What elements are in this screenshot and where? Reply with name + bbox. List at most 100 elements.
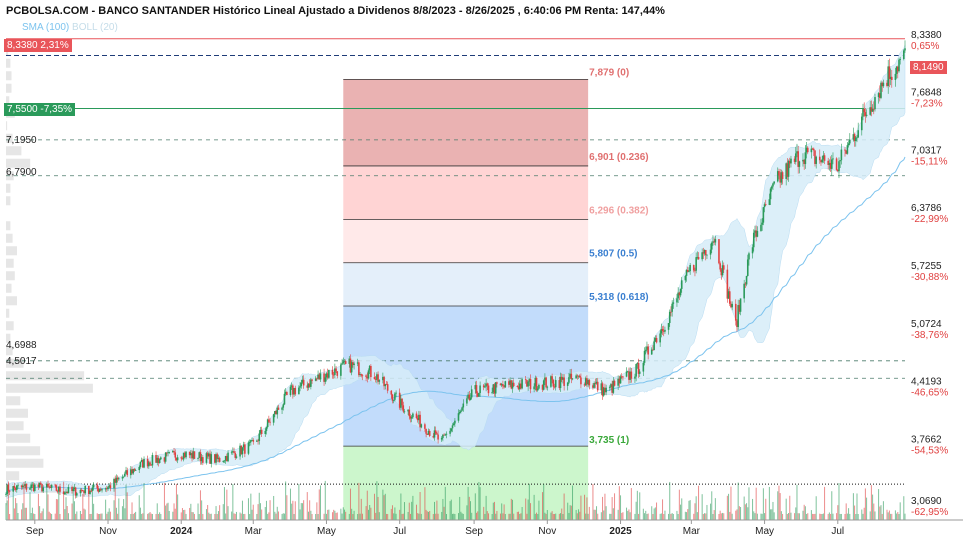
volume-bar — [726, 495, 728, 520]
volume-bar — [7, 483, 9, 520]
volume-bar — [42, 508, 44, 520]
candle-body — [576, 375, 579, 377]
candle-body — [731, 303, 733, 308]
candle-body — [390, 390, 393, 395]
candle-body — [650, 349, 653, 355]
fib-zone — [343, 219, 589, 263]
profile-bar — [6, 221, 11, 231]
volume-bar — [761, 513, 763, 520]
indicator-legend: SMA (100) BOLL (20) — [22, 22, 118, 33]
volume-bar — [693, 513, 695, 520]
candle-body — [49, 487, 52, 488]
volume-bar — [645, 510, 647, 520]
candle-body — [40, 482, 42, 485]
candle-body — [748, 253, 750, 260]
candle-body — [857, 130, 859, 138]
profile-bar — [6, 421, 24, 431]
candle-body — [292, 385, 294, 395]
candle-body — [689, 264, 691, 272]
volume-bar — [788, 512, 790, 520]
candle-body — [524, 379, 527, 380]
volume-bar — [575, 509, 577, 520]
candle-body — [608, 386, 611, 388]
volume-bar — [180, 512, 182, 520]
candle-body — [356, 362, 359, 364]
volume-bar — [177, 494, 179, 520]
volume-bar — [501, 503, 503, 520]
volume-bar — [587, 513, 589, 520]
candle-body — [401, 398, 403, 406]
candle-body — [802, 159, 804, 162]
volume-bar — [12, 492, 14, 520]
candle-body — [293, 387, 295, 395]
volume-bar — [561, 508, 563, 520]
volume-bar — [694, 503, 696, 520]
volume-bar — [160, 513, 162, 520]
volume-bar — [286, 495, 288, 520]
volume-bar — [99, 513, 101, 520]
candle-body — [904, 48, 906, 51]
candle-body — [250, 440, 252, 443]
candle-body — [97, 488, 100, 492]
volume-bar — [54, 513, 56, 520]
volume-bar — [849, 513, 851, 520]
volume-bar — [67, 513, 69, 520]
candle-body — [74, 487, 77, 496]
candle-body — [359, 374, 361, 376]
candle-body — [469, 397, 472, 400]
candle-body — [462, 403, 465, 408]
volume-bar — [671, 513, 673, 520]
volume-bar — [184, 509, 186, 520]
candle-body — [601, 383, 604, 396]
candle-body — [692, 264, 695, 271]
volume-bar — [384, 493, 386, 520]
candle-body — [114, 478, 117, 483]
y-tick-pct: -62,95% — [911, 507, 948, 518]
candle-body — [449, 430, 451, 434]
candle-body — [302, 379, 305, 386]
volume-bar — [24, 507, 26, 520]
candle-body — [535, 377, 538, 391]
volume-bar — [714, 498, 716, 520]
volume-bar — [503, 504, 505, 520]
fib-zone — [343, 165, 589, 220]
volume-bar — [358, 482, 360, 520]
volume-bar — [399, 509, 401, 520]
volume-bar — [636, 490, 638, 520]
candle-body — [289, 386, 292, 396]
volume-bar — [782, 513, 784, 520]
candle-body — [227, 452, 229, 462]
volume-bar — [293, 513, 295, 520]
profile-bar — [6, 333, 11, 343]
volume-bar — [760, 513, 762, 520]
candle-body — [342, 361, 345, 364]
volume-bar — [477, 511, 479, 520]
candle-body — [862, 108, 864, 117]
volume-bar — [554, 513, 556, 520]
volume-bar — [13, 508, 15, 520]
volume-bar — [307, 511, 309, 520]
candles — [5, 40, 906, 499]
candle-body — [16, 485, 18, 490]
candle-body — [409, 416, 412, 419]
candle-body — [848, 139, 851, 144]
candle-body — [877, 93, 880, 98]
volume-bar — [426, 511, 428, 520]
boll-legend: BOLL (20) — [72, 22, 118, 33]
candle-body — [334, 368, 336, 375]
volume-bar — [217, 511, 219, 520]
volume-bar — [813, 513, 815, 520]
volume-bar — [537, 513, 539, 520]
volume-bar — [375, 512, 377, 520]
volume-bar — [240, 513, 242, 520]
volume-bar — [618, 486, 620, 520]
candle-body — [719, 263, 721, 270]
volume-bar — [622, 512, 624, 520]
candle-body — [418, 414, 420, 421]
volume-bar — [141, 513, 143, 520]
volume-bar — [215, 506, 217, 520]
profile-bar — [6, 471, 20, 481]
volume-bar — [76, 511, 78, 520]
volume-bar — [752, 498, 754, 520]
